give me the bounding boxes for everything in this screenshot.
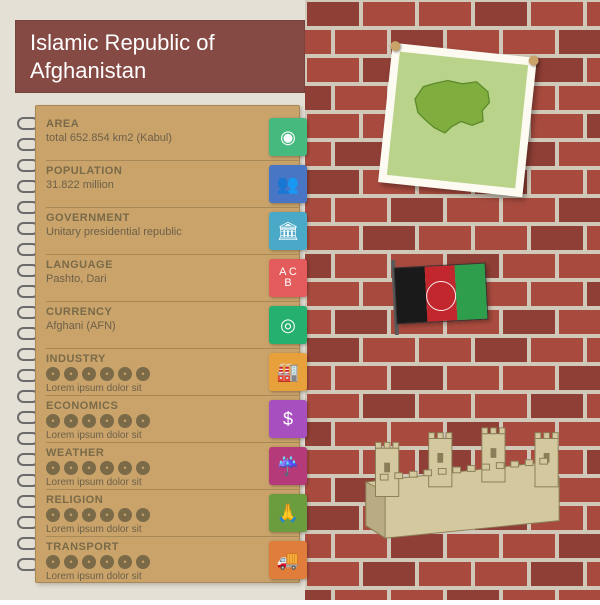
- row-value: Afghani (AFN): [46, 318, 253, 332]
- row-mini-icons: ••••••: [46, 365, 150, 381]
- info-row-population: POPULATION31.822 million👥: [46, 161, 299, 208]
- afghanistan-flag: [395, 265, 495, 327]
- row-value: Lorem ipsum dolor sit: [46, 522, 253, 535]
- category-tab-icon: 🚚: [269, 541, 307, 579]
- row-label: TRANSPORT: [46, 537, 253, 553]
- info-row-religion: RELIGION••••••Lorem ipsum dolor sit🙏: [46, 490, 299, 537]
- row-label: LANGUAGE: [46, 255, 253, 271]
- row-label: WEATHER: [46, 443, 253, 459]
- row-mini-icons: ••••••: [46, 553, 150, 569]
- row-value: Lorem ipsum dolor sit: [46, 428, 253, 441]
- notebook: AREAtotal 652.854 km2 (Kabul)◉POPULATION…: [15, 105, 305, 583]
- info-row-government: GOVERNMENTUnitary presidential republic🏛: [46, 208, 299, 255]
- row-value: Pashto, Dari: [46, 271, 253, 285]
- title-banner: Islamic Republic of Afghanistan: [15, 20, 305, 93]
- category-tab-icon: 👥: [269, 165, 307, 203]
- row-value: Lorem ipsum dolor sit: [46, 475, 253, 488]
- row-label: ECONOMICS: [46, 396, 253, 412]
- row-label: INDUSTRY: [46, 349, 253, 365]
- row-label: GOVERNMENT: [46, 208, 253, 224]
- info-row-weather: WEATHER••••••Lorem ipsum dolor sit☔: [46, 443, 299, 490]
- photo-pin: [390, 41, 401, 52]
- row-label: CURRENCY: [46, 302, 253, 318]
- row-label: POPULATION: [46, 161, 253, 177]
- info-row-industry: INDUSTRY••••••Lorem ipsum dolor sit🏭: [46, 349, 299, 396]
- info-row-transport: TRANSPORT••••••Lorem ipsum dolor sit🚚: [46, 537, 299, 583]
- info-row-language: LANGUAGEPashto, DariA CB: [46, 255, 299, 302]
- row-mini-icons: ••••••: [46, 459, 150, 475]
- notebook-page: AREAtotal 652.854 km2 (Kabul)◉POPULATION…: [35, 105, 300, 583]
- category-tab-icon: A CB: [269, 259, 307, 297]
- fortress-illustration: [345, 395, 580, 540]
- country-map-photo: [378, 43, 537, 197]
- info-row-area: AREAtotal 652.854 km2 (Kabul)◉: [46, 114, 299, 161]
- row-value: Unitary presidential republic: [46, 224, 253, 238]
- row-label: AREA: [46, 114, 253, 130]
- flag-body: [394, 263, 489, 325]
- category-tab-icon: ◉: [269, 118, 307, 156]
- category-tab-icon: ◎: [269, 306, 307, 344]
- row-label: RELIGION: [46, 490, 253, 506]
- info-row-economics: ECONOMICS••••••Lorem ipsum dolor sit$: [46, 396, 299, 443]
- category-tab-icon: ☔: [269, 447, 307, 485]
- row-value: 31.822 million: [46, 177, 253, 191]
- page-title: Islamic Republic of Afghanistan: [30, 30, 215, 83]
- afghanistan-map-icon: [401, 68, 498, 147]
- row-value: total 652.854 km2 (Kabul): [46, 130, 253, 144]
- info-row-currency: CURRENCYAfghani (AFN)◎: [46, 302, 299, 349]
- category-tab-icon: $: [269, 400, 307, 438]
- category-tab-icon: 🙏: [269, 494, 307, 532]
- row-mini-icons: ••••••: [46, 412, 150, 428]
- category-tab-icon: 🏭: [269, 353, 307, 391]
- row-mini-icons: ••••••: [46, 506, 150, 522]
- photo-inner: [387, 52, 528, 189]
- category-tab-icon: 🏛: [269, 212, 307, 250]
- row-value: Lorem ipsum dolor sit: [46, 381, 253, 394]
- row-value: Lorem ipsum dolor sit: [46, 569, 253, 582]
